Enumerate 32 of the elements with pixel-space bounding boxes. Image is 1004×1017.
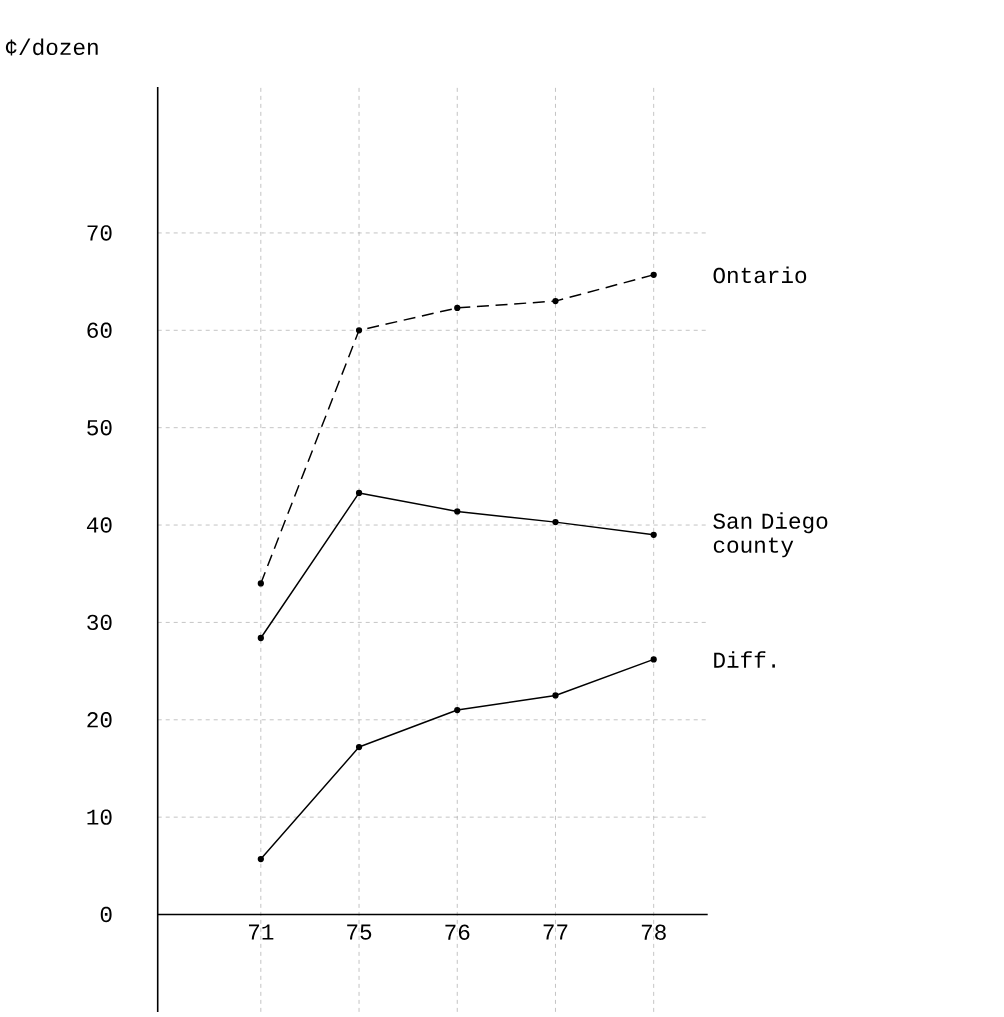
point	[454, 508, 461, 515]
y-tick-label: 50	[87, 419, 112, 436]
point	[650, 271, 657, 278]
point	[650, 531, 657, 538]
y-tick-label: 20	[87, 712, 112, 728]
point	[552, 297, 559, 305]
y-tick-label: 0	[100, 906, 112, 923]
point	[454, 706, 461, 714]
point	[552, 518, 559, 526]
point	[650, 656, 657, 663]
text: Ontario	[713, 266, 807, 284]
x-tick-label: 77	[543, 924, 568, 940]
point	[552, 692, 559, 699]
y-axis-title: ¢/dozen	[3, 38, 98, 56]
point	[355, 489, 363, 497]
x-tick-label: 76	[445, 924, 470, 940]
x-tick-label: 75	[347, 924, 372, 940]
point	[257, 855, 264, 863]
point	[355, 327, 363, 334]
y-tick-label: 70	[87, 225, 112, 241]
y-tick-label: 10	[87, 809, 112, 825]
point	[257, 634, 264, 642]
text: San Diego county	[713, 512, 828, 558]
y-tick-label: 60	[87, 322, 112, 339]
point	[355, 743, 363, 751]
point	[257, 580, 264, 587]
x-tick-label: 78	[641, 924, 666, 940]
point	[454, 304, 461, 312]
y-tick-label: 30	[87, 614, 112, 631]
text: Diff.	[714, 651, 775, 668]
y-tick-label: 40	[86, 517, 112, 533]
x-tick-label: 71	[248, 924, 274, 940]
